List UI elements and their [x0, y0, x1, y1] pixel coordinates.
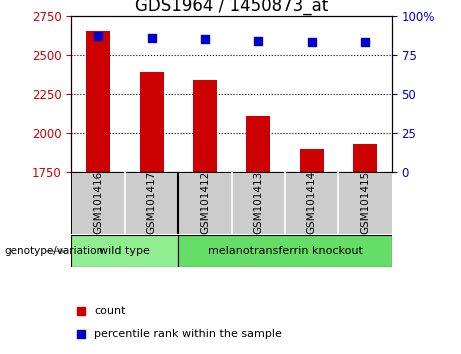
Text: GSM101416: GSM101416 — [93, 171, 103, 234]
Point — [95, 33, 102, 39]
Point — [148, 35, 155, 41]
Point — [254, 38, 262, 44]
Bar — [71, 235, 178, 267]
Bar — [178, 235, 392, 267]
Text: percentile rank within the sample: percentile rank within the sample — [94, 329, 282, 339]
Text: GSM101415: GSM101415 — [360, 171, 370, 234]
Point — [308, 40, 315, 45]
Text: melanotransferrin knockout: melanotransferrin knockout — [207, 246, 362, 256]
Bar — [353, 144, 377, 172]
Text: GSM101413: GSM101413 — [254, 171, 263, 234]
Point — [77, 308, 85, 314]
Text: count: count — [94, 306, 125, 316]
Point — [361, 40, 369, 45]
Title: GDS1964 / 1450873_at: GDS1964 / 1450873_at — [135, 0, 328, 15]
Bar — [140, 72, 164, 172]
Bar — [193, 80, 217, 172]
Text: genotype/variation: genotype/variation — [5, 246, 104, 256]
Text: GSM101414: GSM101414 — [307, 171, 317, 234]
Text: GSM101412: GSM101412 — [200, 171, 210, 234]
Point — [77, 331, 85, 336]
Bar — [300, 149, 324, 172]
Bar — [86, 31, 110, 172]
Text: wild type: wild type — [100, 246, 150, 256]
Text: GSM101417: GSM101417 — [147, 171, 157, 234]
Bar — [246, 116, 270, 172]
Point — [201, 36, 209, 42]
